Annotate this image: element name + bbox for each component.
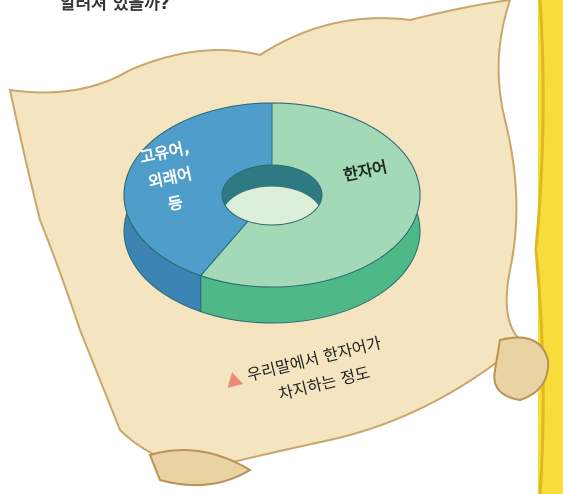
- page: 알려져 있을까? 한자어고유어,외래어등 우리말에서 한자어가 차지하는 정도 …: [0, 0, 563, 494]
- heading: 알려져 있을까?: [60, 0, 170, 14]
- illustration: 알려져 있을까? 한자어고유어,외래어등 우리말에서 한자어가 차지하는 정도: [0, 0, 563, 494]
